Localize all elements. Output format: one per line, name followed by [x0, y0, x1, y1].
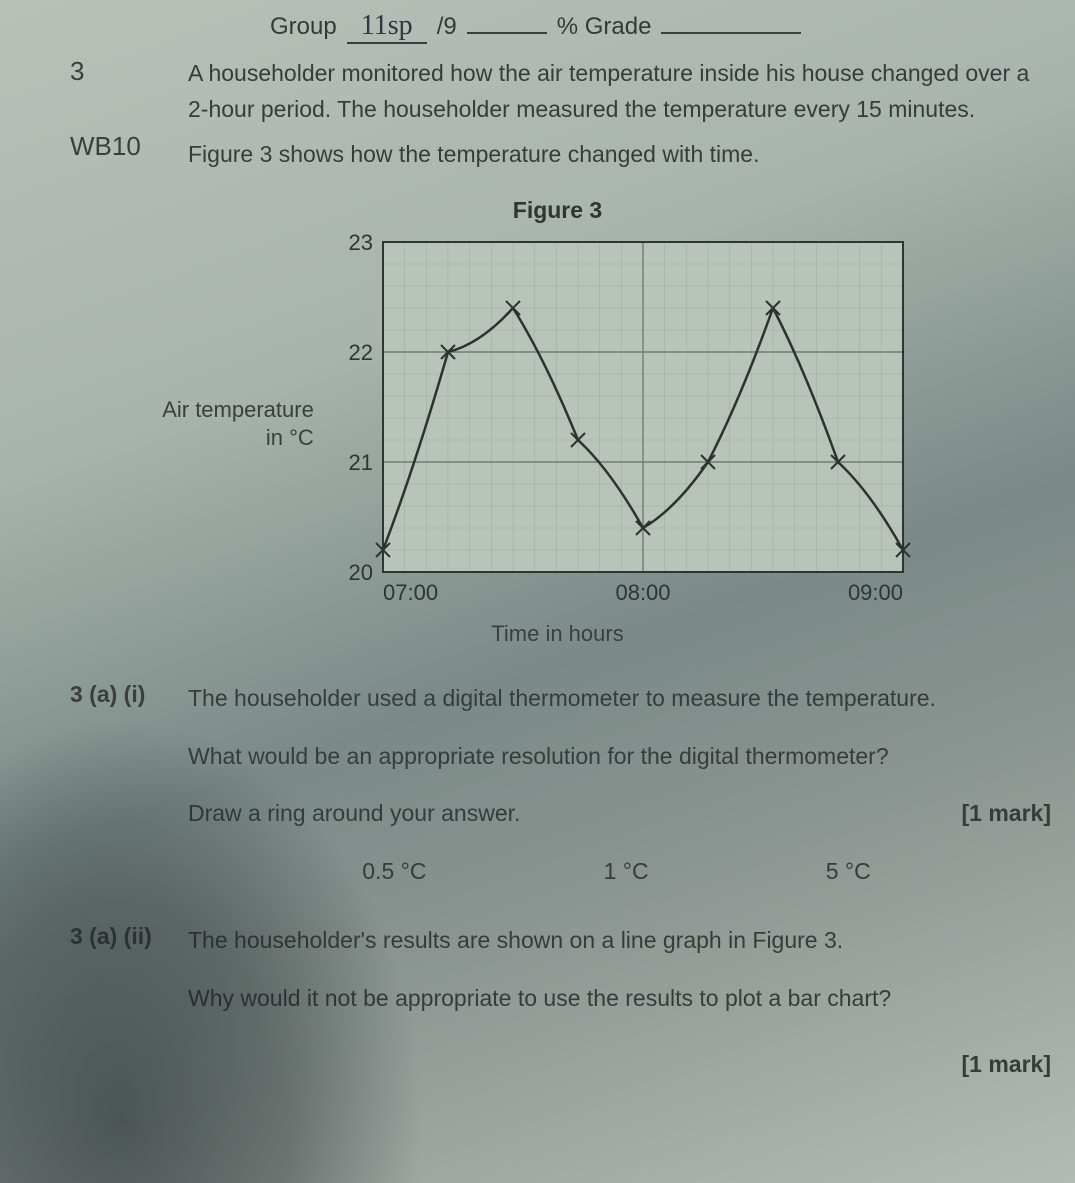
svg-text:22: 22: [348, 340, 372, 365]
q3aii-marks: [1 mark]: [962, 1051, 1051, 1077]
q3ai-marks: [1 mark]: [962, 796, 1051, 832]
grade-value: [661, 32, 801, 34]
q3ai-number: 3 (a) (i): [70, 681, 170, 890]
q3ai-line2: What would be an appropriate resolution …: [188, 739, 1045, 775]
score-denom: /9: [437, 13, 457, 41]
figure-wrap: Air temperature in °C 20 21 22 23 07:00 08:00…: [30, 232, 1045, 617]
q3ai-line1: The householder used a digital thermomet…: [188, 681, 1045, 717]
score-blank: [467, 32, 547, 34]
figure-chart: 20 21 22 23 07:00 08:00 09:00: [328, 232, 913, 617]
figure-xlabel: Time in hours: [70, 621, 1045, 647]
svg-text:07:00: 07:00: [383, 580, 438, 605]
svg-text:08:00: 08:00: [615, 580, 670, 605]
figure-ylabel: Air temperature in °C: [162, 396, 314, 453]
worksheet-page: Group 11sp /9 % Grade 3 WB10 A household…: [40, 0, 1075, 1183]
q3aii: 3 (a) (ii) The householder's results are…: [70, 923, 1045, 1104]
grade-label: % Grade: [557, 13, 652, 41]
figure-title: Figure 3: [70, 197, 1045, 224]
q3ai-opt-1[interactable]: 0.5 °C: [362, 854, 426, 890]
q3ai-opt-2[interactable]: 1 °C: [604, 854, 649, 890]
group-label: Group: [270, 13, 337, 41]
q3aii-line1: The householder's results are shown on a…: [188, 923, 1045, 959]
group-value: 11sp: [347, 10, 427, 44]
q3aii-number: 3 (a) (ii): [70, 923, 170, 1104]
svg-text:21: 21: [348, 450, 372, 475]
q3aii-line2: Why would it not be appropriate to use t…: [188, 981, 1045, 1017]
q3-intro-line2: Figure 3 shows how the temperature chang…: [188, 137, 1045, 173]
q3-intro-line1: A householder monitored how the air temp…: [188, 56, 1045, 127]
q3-wb: WB10: [70, 131, 170, 162]
svg-text:09:00: 09:00: [848, 580, 903, 605]
svg-text:23: 23: [348, 232, 372, 255]
svg-text:20: 20: [348, 560, 372, 585]
q3ai-line3: Draw a ring around your answer. [1 mark]: [188, 796, 1045, 832]
q3ai-opt-3[interactable]: 5 °C: [826, 854, 871, 890]
chart-svg: 20 21 22 23 07:00 08:00 09:00: [328, 232, 913, 612]
q3ai-options: 0.5 °C 1 °C 5 °C: [274, 854, 960, 890]
q3ai: 3 (a) (i) The householder used a digital…: [70, 681, 1045, 890]
q3-intro: 3 WB10 A householder monitored how the a…: [70, 56, 1045, 173]
q3-number: 3: [70, 56, 170, 87]
page-header: Group 11sp /9 % Grade: [270, 10, 1045, 44]
